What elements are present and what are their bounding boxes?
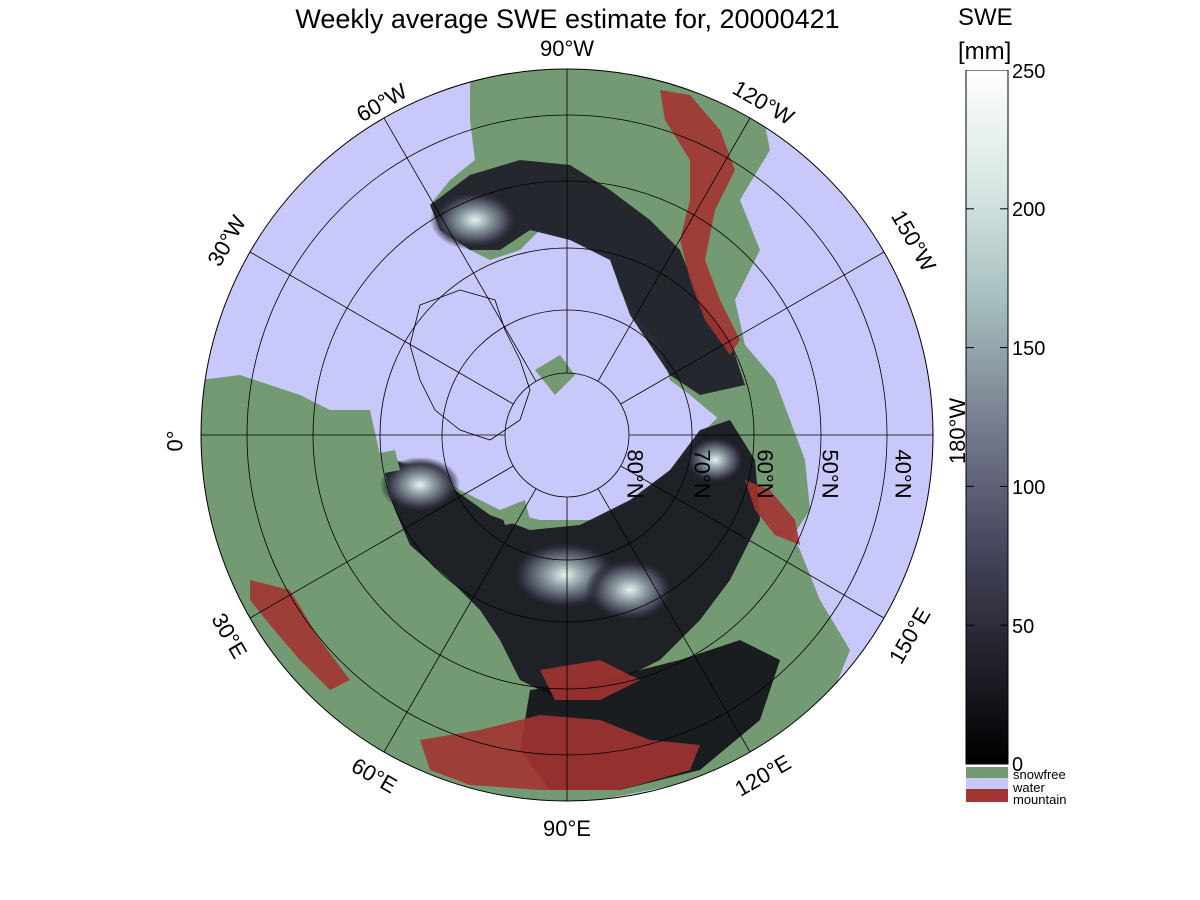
kamchatka-mountains <box>745 480 800 545</box>
colorbar-ticks <box>966 70 1008 765</box>
snow-max-eastsiberia <box>585 558 675 622</box>
snow-max-scandinavia <box>380 457 460 513</box>
category-swatch-mountain <box>966 789 1008 802</box>
snow-max-kamchatka <box>685 436 745 484</box>
longitude-line <box>597 488 751 753</box>
category-label-mountain: mountain <box>1013 792 1067 807</box>
greenland <box>409 289 531 441</box>
colorbar-tick-label: 250 <box>1012 61 1046 83</box>
snow-max-quebec <box>430 190 520 250</box>
altai-mountains <box>540 660 640 700</box>
lat-label-60n: 60°N <box>752 449 778 499</box>
category-label-snowfree: snowfree <box>1013 767 1066 782</box>
longitude-line <box>597 117 751 382</box>
colorbar-gradient <box>965 70 1009 765</box>
lat-label-80n: 80°N <box>622 449 648 499</box>
alps-mountains <box>250 580 350 690</box>
chart-title: Weekly average SWE estimate for, 2000042… <box>295 4 840 34</box>
graticule <box>201 69 933 801</box>
arctic-island-3 <box>370 450 400 475</box>
lat-label-70n: 70°N <box>689 449 715 499</box>
category-swatch-snowfree <box>966 767 1008 778</box>
colorbar-tick-label: 200 <box>1012 199 1046 221</box>
colorbar-tick-label: 0 <box>1012 754 1024 776</box>
himalaya-mountains <box>420 715 700 790</box>
longitude-line <box>620 465 885 619</box>
colorbar-tick-label: 100 <box>1012 477 1046 499</box>
longitude-line <box>383 117 537 382</box>
lon-label-0: 0° <box>162 430 188 452</box>
arctic-island-1 <box>535 355 575 395</box>
arctic-island-2 <box>500 500 530 525</box>
lat-label-40n: 40°N <box>890 449 916 499</box>
colorbar-tick-label: 50 <box>1012 616 1035 638</box>
hudson-bay <box>515 245 590 310</box>
longitude-line <box>383 488 537 753</box>
colorbar-tick-label: 150 <box>1012 338 1046 360</box>
lon-label-90e: 90°E <box>543 816 591 841</box>
rocky-mountains <box>660 90 740 355</box>
category-label-water: water <box>1013 780 1045 795</box>
lat-label-50n: 50°N <box>817 449 843 499</box>
colorbar-unit: [mm] <box>958 38 1012 65</box>
category-swatch-water <box>966 778 1008 789</box>
longitude-line <box>620 251 885 405</box>
colorbar-title: SWE <box>958 4 1013 31</box>
colorbar <box>965 70 1009 802</box>
longitude-line <box>249 251 514 405</box>
lon-label-90w: 90°W <box>540 36 595 61</box>
longitude-line <box>249 465 514 619</box>
